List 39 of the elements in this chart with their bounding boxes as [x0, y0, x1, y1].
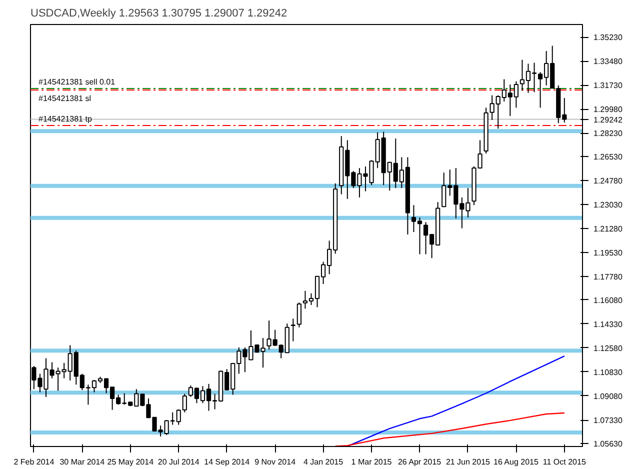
ref-line-label: #145421381 tp: [38, 114, 92, 124]
y-tick-label: 1.31730: [594, 81, 623, 90]
y-tick-label: 1.28230: [594, 129, 623, 138]
y-tick-label: 1.29980: [594, 105, 623, 114]
y-tick-label: 1.35230: [594, 33, 623, 42]
ref-line-label: 1.29242: [594, 115, 623, 124]
x-tick-label: 20 Jul 2014: [158, 458, 200, 466]
y-tick-label: 1.19530: [594, 248, 623, 258]
line-series: [346, 355, 566, 446]
x-tick-label: 1 Mar 2015: [351, 458, 392, 466]
x-tick-label: 26 Apr 2015: [398, 458, 442, 466]
y-tick-label: 1.24780: [594, 176, 623, 186]
x-tick-label: 21 Jun 2015: [446, 458, 491, 466]
x-tick-label: 14 Sep 2014: [204, 458, 250, 466]
x-tick-label: 4 Jan 2015: [304, 458, 344, 466]
y-tick-label: 1.05630: [594, 439, 623, 448]
x-tick-label: 16 Aug 2015: [494, 458, 539, 466]
y-tick-label: 1.16080: [594, 296, 623, 305]
x-tick-label: 30 Mar 2014: [60, 458, 106, 466]
x-tick-label: 11 Oct 2015: [542, 458, 586, 466]
ref-line-label: #145421381 sell 0.01: [38, 77, 116, 86]
x-tick-label: 9 Nov 2014: [254, 458, 296, 466]
y-tick-label: 1.10830: [594, 368, 623, 377]
candlestick: [290, 318, 296, 342]
ref-line-label: #145421381 sl: [38, 94, 92, 103]
x-tick-label: 2 Feb 2014: [14, 458, 55, 466]
y-tick-label: 1.14330: [594, 320, 623, 329]
y-tick-label: 1.17780: [594, 272, 623, 282]
y-tick-label: 1.07330: [594, 416, 623, 426]
line-series: [334, 412, 566, 446]
y-tick-label: 1.33480: [594, 57, 623, 66]
y-tick-label: 1.12580: [594, 344, 623, 353]
y-tick-label: 1.21280: [594, 224, 623, 234]
candlestick: [296, 302, 302, 328]
x-tick-label: 25 May 2014: [107, 458, 154, 466]
chart-title: USDCAD,Weekly 1.29563 1.30795 1.29007 1.29242: [30, 8, 288, 20]
y-tick-label: 1.09080: [594, 392, 623, 401]
y-tick-label: 1.23030: [594, 200, 623, 210]
y-tick-label: 1.26530: [594, 152, 623, 162]
